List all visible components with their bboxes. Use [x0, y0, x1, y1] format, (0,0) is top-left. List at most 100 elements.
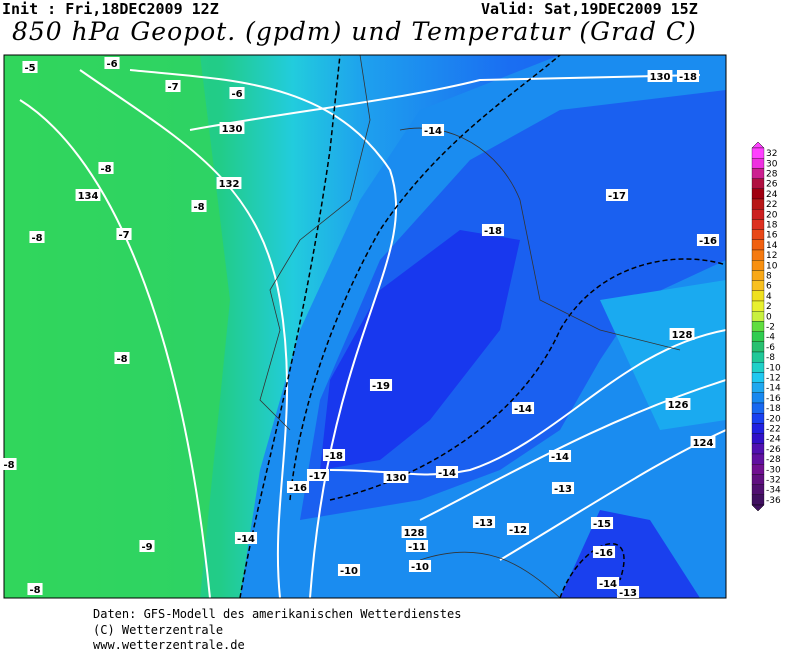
- map-label: -6: [104, 57, 120, 70]
- map-label-text: -14: [514, 404, 532, 415]
- map-label-text: 128: [404, 528, 425, 539]
- map-label: -16: [696, 234, 720, 247]
- map-label-text: 130: [222, 124, 243, 135]
- colorbar-label: 0: [766, 312, 772, 322]
- map-label: -18: [322, 449, 346, 462]
- map-label-box: [590, 517, 614, 529]
- map-label: -19: [369, 379, 393, 392]
- map-label-box: [116, 228, 132, 240]
- colorbar-swatch: [751, 413, 765, 424]
- init-time: Init : Fri,18DEC2009 12Z: [2, 0, 219, 18]
- map-label-text: -6: [231, 89, 242, 100]
- map-label: -7: [165, 80, 181, 93]
- colorbar-label: -34: [766, 486, 781, 496]
- colorbar-label: 6: [766, 282, 772, 292]
- colorbar-label: -26: [766, 445, 781, 455]
- colorbar-label: -10: [766, 363, 781, 373]
- map-label-box: [690, 436, 716, 448]
- map-label-text: -14: [438, 468, 456, 479]
- map-label: -18: [676, 70, 700, 83]
- map-label-box: [234, 532, 258, 544]
- map-label-text: -8: [31, 233, 42, 244]
- map-label: -16: [286, 481, 310, 494]
- map-label-text: -15: [593, 519, 611, 530]
- map-label: -14: [596, 577, 620, 590]
- map-label-box: [139, 540, 155, 552]
- map-label-box: [75, 189, 101, 201]
- map-label-box: [676, 70, 700, 82]
- colorbar-swatch: [751, 168, 765, 179]
- colorbar-label: -20: [766, 414, 781, 424]
- map-label: -8: [114, 352, 130, 365]
- map-label: -11: [405, 540, 429, 553]
- map-label: -10: [408, 560, 432, 573]
- colorbar-swatch: [751, 453, 765, 465]
- map-label: -18: [481, 224, 505, 237]
- colorbar-label: 12: [766, 251, 777, 261]
- map-label-box: [616, 586, 640, 598]
- colorbar-swatch: [751, 188, 765, 200]
- colorbar-label: 16: [766, 231, 778, 241]
- map-label-box: [596, 577, 620, 589]
- map-label-text: -14: [424, 126, 442, 137]
- map-label-box: [104, 57, 120, 69]
- map-label-box: [421, 124, 445, 136]
- map-label-text: 132: [219, 179, 240, 190]
- map-label-text: -14: [599, 579, 617, 590]
- map-label-text: -18: [484, 226, 502, 237]
- map-label-text: -17: [608, 191, 626, 202]
- map-label-text: -9: [141, 542, 152, 553]
- map-label-text: -7: [167, 82, 178, 93]
- map-label-text: 130: [650, 72, 671, 83]
- map-label-text: -13: [554, 484, 572, 495]
- colorbar-label: -24: [766, 435, 781, 445]
- colorbar-swatch: [751, 474, 765, 485]
- map-label-text: -14: [551, 452, 569, 463]
- map-label: 134: [75, 189, 101, 202]
- colorbar-label: 4: [766, 292, 772, 302]
- map-label: -13: [472, 516, 496, 529]
- map-label-box: [506, 523, 530, 535]
- map-label-text: -13: [619, 588, 637, 599]
- colorbar-label: 14: [766, 241, 778, 251]
- colorbar-label: -12: [766, 374, 781, 384]
- map-label: -8: [29, 231, 45, 244]
- colorbar-label: 30: [766, 159, 778, 169]
- map-label: -16: [592, 546, 616, 559]
- map-label-box: [665, 398, 691, 410]
- map-label-text: -18: [679, 72, 697, 83]
- colorbar-swatch: [751, 270, 765, 281]
- colorbar-swatch: [751, 423, 765, 434]
- colorbar-swatch: [751, 178, 765, 189]
- colorbar-swatch: [751, 198, 765, 210]
- map-label: -10: [337, 564, 361, 577]
- map-label: -14: [421, 124, 445, 137]
- colorbar-label: 20: [766, 210, 778, 220]
- map-label: 130: [647, 70, 673, 83]
- map-label: 130: [383, 471, 409, 484]
- map-label-box: [337, 564, 361, 576]
- colorbar-swatch: [751, 260, 765, 271]
- map-label: -8: [1, 458, 17, 471]
- map-label-text: -7: [118, 230, 129, 241]
- map-label-text: 124: [693, 438, 714, 449]
- colorbar-label: -30: [766, 465, 781, 475]
- map-label-text: -14: [237, 534, 255, 545]
- colorbar-swatch: [751, 229, 765, 240]
- colorbar-swatch: [751, 331, 765, 342]
- map-label-box: [401, 526, 427, 538]
- map-label: -5: [22, 61, 38, 74]
- map-label: -13: [616, 586, 640, 599]
- footer-copyright: (C) Wetterzentrale: [93, 623, 224, 637]
- map-label-text: -19: [372, 381, 390, 392]
- map-label: -6: [229, 87, 245, 100]
- colorbar-label: 28: [766, 170, 778, 180]
- colorbar-swatch: [751, 321, 765, 332]
- colorbar-label: 32: [766, 149, 777, 159]
- map-label-box: [408, 560, 432, 572]
- map-label-box: [98, 162, 114, 174]
- colorbar-label: 26: [766, 180, 778, 190]
- map-field: [4, 55, 726, 598]
- map-label-box: [322, 449, 346, 461]
- colorbar-swatch: [751, 372, 765, 383]
